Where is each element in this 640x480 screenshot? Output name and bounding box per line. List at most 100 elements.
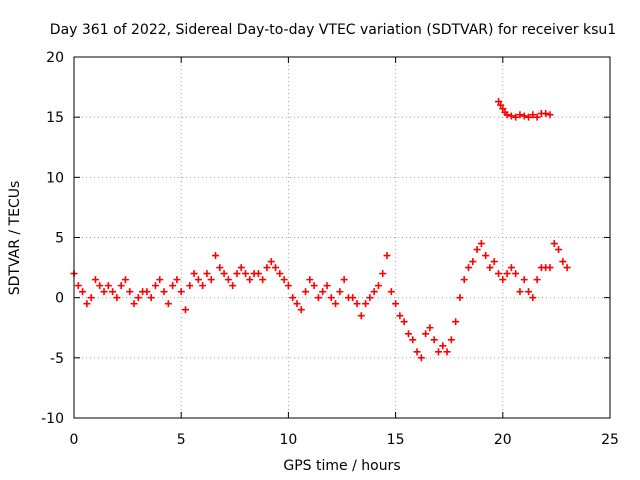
data-point [160,288,168,296]
data-point [525,288,533,296]
series-0 [70,240,571,362]
y-tick-label: -10 [41,411,64,427]
y-tick-label: -5 [50,351,64,367]
data-point [512,270,520,278]
data-point [507,264,515,272]
data-point [233,270,241,278]
data-point [289,294,297,302]
data-point [520,276,528,284]
data-point [319,288,327,296]
data-point [164,300,172,308]
x-tick-label: 20 [494,432,512,448]
data-point [490,258,498,266]
data-point [280,276,288,284]
data-point [263,264,271,272]
data-point [452,318,460,326]
data-point [130,300,138,308]
data-point [194,276,202,284]
data-point [151,282,159,290]
data-point [426,324,434,332]
data-point [143,288,151,296]
data-point [387,288,395,296]
data-point [181,306,189,314]
data-point [430,336,438,344]
x-tick-label: 10 [279,432,297,448]
data-point [503,111,511,119]
data-point [434,348,442,356]
data-point [310,282,318,290]
data-point [460,276,468,284]
data-point [469,258,477,266]
data-point [224,276,232,284]
data-point [113,294,121,302]
data-point [516,111,524,119]
data-point [79,288,87,296]
data-point [559,258,567,266]
data-point [199,282,207,290]
data-point [529,111,537,119]
grid [74,57,610,418]
data-point [529,294,537,302]
data-point [349,294,357,302]
data-point [400,318,408,326]
data-point [272,264,280,272]
x-tick-label: 15 [387,432,405,448]
data-point [555,246,563,254]
data-point [126,288,134,296]
data-point [422,330,430,338]
data-point [203,270,211,278]
data-point [447,336,455,344]
data-point [464,264,472,272]
data-point [332,300,340,308]
data-point [473,246,481,254]
data-point [417,354,425,362]
data-point [173,276,181,284]
data-point [323,282,331,290]
data-point [486,264,494,272]
data-point [87,294,95,302]
data-point [83,300,91,308]
data-point [533,276,541,284]
data-point [177,288,185,296]
data-point [190,270,198,278]
data-point [306,276,314,284]
data-point [542,110,550,118]
data-point [413,348,421,356]
data-point [383,252,391,260]
data-point [456,294,464,302]
x-tick-label: 0 [70,432,79,448]
data-point [134,294,142,302]
data-point [353,300,361,308]
y-tick-label: 10 [46,170,64,186]
data-point [237,264,245,272]
data-point [293,300,301,308]
data-point [546,264,554,272]
data-point [495,98,503,106]
y-tick-label: 15 [46,110,64,126]
data-point [109,288,117,296]
data-point [104,282,112,290]
data-point [96,282,104,290]
data-point [520,112,528,120]
data-point [327,294,335,302]
data-point [443,348,451,356]
data-point [392,300,400,308]
data-point [495,270,503,278]
x-tick-label: 5 [177,432,186,448]
data-point [212,252,220,260]
data-point [100,288,108,296]
data-point [297,306,305,314]
data-point [357,312,365,320]
data-point [169,282,177,290]
data-point [370,288,378,296]
data-point [409,336,417,344]
chart-title: Day 361 of 2022, Sidereal Day-to-day VTE… [50,22,616,38]
data-point [379,270,387,278]
data-point [499,276,507,284]
x-axis-label: GPS time / hours [283,458,400,474]
data-point [497,101,505,109]
data-point [477,240,485,248]
data-point [276,270,284,278]
data-point [396,312,404,320]
